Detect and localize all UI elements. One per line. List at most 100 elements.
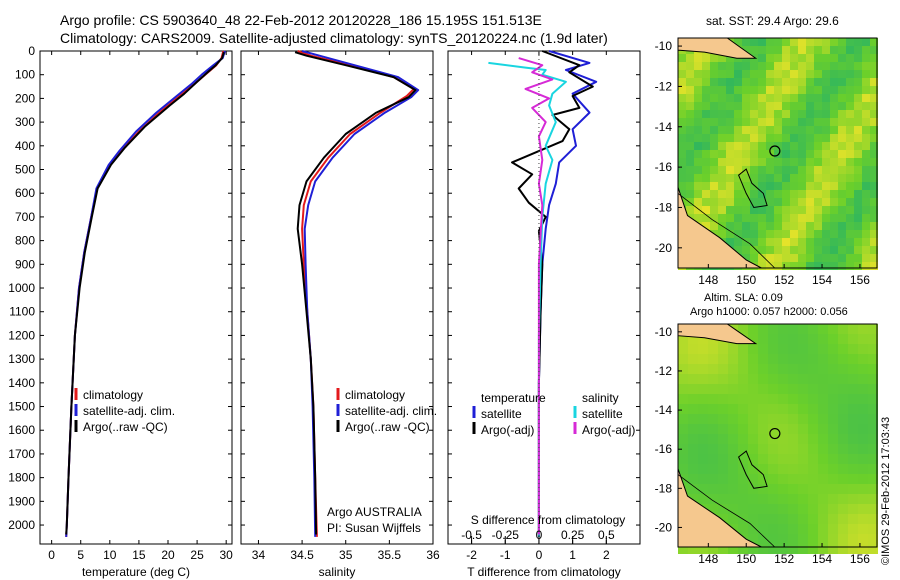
- sla-map-cell: [868, 454, 878, 464]
- sla-map-cell: [778, 484, 788, 494]
- sla-map-cell: [758, 494, 768, 504]
- sst-map-cell: [814, 238, 822, 246]
- sst-map-cell: [726, 86, 734, 94]
- sal-xtick-label: 36: [426, 548, 440, 562]
- sst-map-cell: [750, 206, 758, 214]
- sla-map-cell: [748, 534, 758, 544]
- sst-lat-tick-label: -14: [655, 120, 673, 134]
- sst-map-cell: [838, 62, 846, 70]
- sla-map-cell: [848, 354, 858, 364]
- sst-map-cell: [718, 54, 726, 62]
- sst-map-cell: [726, 238, 734, 246]
- sst-map-cell: [742, 222, 750, 230]
- sst-map-cell: [750, 198, 758, 206]
- sst-map-cell: [758, 54, 766, 62]
- sla-map-cell: [818, 404, 828, 414]
- sst-map-cell: [822, 86, 830, 94]
- sst-map-cell: [854, 182, 862, 190]
- sst-map-cell: [774, 78, 782, 86]
- sla-map-cell: [788, 504, 798, 514]
- sst-map-cell: [726, 134, 734, 142]
- sst-map-cell: [806, 94, 814, 102]
- sst-map-cell: [694, 102, 702, 110]
- sla-map-cell: [788, 384, 798, 394]
- temp-plot-frame: [39, 50, 233, 545]
- sla-map-cell: [718, 424, 728, 434]
- sst-map-cell: [790, 182, 798, 190]
- sst-map-cell: [830, 230, 838, 238]
- sst-map-cell: [854, 110, 862, 118]
- sst-map-cell: [814, 126, 822, 134]
- sla-map-cell: [758, 514, 768, 524]
- sla-map-cell: [858, 344, 868, 354]
- sst-map-cell: [766, 94, 774, 102]
- sla-map-cell: [788, 424, 798, 434]
- sla-map-cell: [778, 364, 788, 374]
- sst-map-cell: [718, 102, 726, 110]
- sst-map-cell: [854, 222, 862, 230]
- sst-map-cell: [774, 222, 782, 230]
- sla-map-cell: [828, 494, 838, 504]
- sst-map-cell: [678, 166, 686, 174]
- sla-map-cell: [808, 334, 818, 344]
- sla-map-cell: [818, 434, 828, 444]
- sst-map-cell: [766, 166, 774, 174]
- sla-map-cell: [728, 434, 738, 444]
- sla-map-cell: [828, 474, 838, 484]
- sst-map-cell: [678, 54, 686, 62]
- sla-map-cell: [778, 514, 788, 524]
- sst-map-cell: [758, 238, 766, 246]
- sla-map-cell: [788, 464, 798, 474]
- sst-map-cell: [678, 118, 686, 126]
- sst-map-cell: [846, 110, 854, 118]
- sla-map-cell: [858, 494, 868, 504]
- sst-map-cell: [846, 238, 854, 246]
- sla-map-cell: [848, 474, 858, 484]
- sst-map-cell: [726, 230, 734, 238]
- sst-map-cell: [774, 182, 782, 190]
- sla-map-cell: [748, 414, 758, 424]
- sst-map-cell: [814, 86, 822, 94]
- sst-map-cell: [686, 158, 694, 166]
- sst-map-cell: [806, 118, 814, 126]
- sst-map-cell: [710, 118, 718, 126]
- sla-map-cell: [728, 384, 738, 394]
- sla-map-cell: [838, 544, 848, 554]
- depth-tick-label: 400: [15, 139, 35, 153]
- sla-map-cell: [818, 514, 828, 524]
- sst-map-cell: [838, 182, 846, 190]
- sla-map-cell: [688, 374, 698, 384]
- sla-map-cell: [748, 384, 758, 394]
- float-owner-label: Argo AUSTRALIA: [327, 505, 422, 519]
- sst-map-cell: [846, 62, 854, 70]
- sla-map-cell: [758, 334, 768, 344]
- sla-map-cell: [738, 474, 748, 484]
- sal-plot-frame: [240, 50, 434, 545]
- sst-map-cell: [742, 134, 750, 142]
- sla-map-cell: [748, 344, 758, 354]
- sst-map-cell: [822, 110, 830, 118]
- sst-map-cell: [806, 214, 814, 222]
- sst-map-cell: [822, 206, 830, 214]
- sla-map-cell: [788, 394, 798, 404]
- sst-map-cell: [702, 174, 710, 182]
- sla-depth-contour: [677, 474, 775, 548]
- sla-map-cell: [798, 324, 808, 334]
- sla-map-cell: [748, 474, 758, 484]
- sst-map-cell: [862, 142, 870, 150]
- sla-map-cell: [838, 374, 848, 384]
- sst-map-cell: [870, 126, 878, 134]
- sst-map-cell: [710, 214, 718, 222]
- sst-map-cell: [790, 150, 798, 158]
- sla-map-cell: [778, 394, 788, 404]
- sst-lat-tick-label: -10: [655, 39, 673, 53]
- sla-map-cell: [698, 354, 708, 364]
- sst-map-cell: [790, 102, 798, 110]
- depth-tick-label: 1000: [8, 281, 35, 295]
- sla-map-cell: [838, 324, 848, 334]
- sst-map-cell: [822, 230, 830, 238]
- sst-map-cell: [822, 246, 830, 254]
- sst-map-cell: [798, 222, 806, 230]
- sla-map-cell: [868, 474, 878, 484]
- sst-map-cell: [702, 70, 710, 78]
